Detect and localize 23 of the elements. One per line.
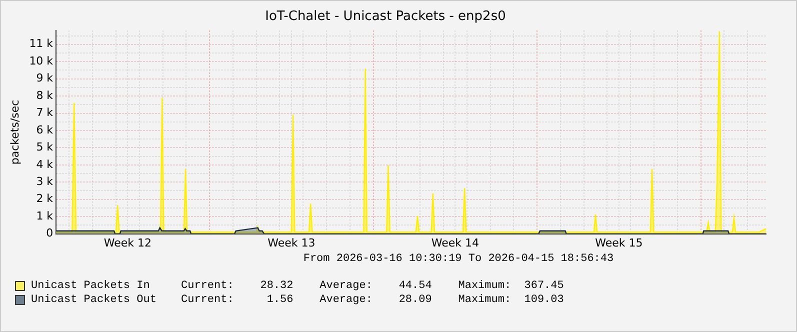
text: Current: 28.32 Average: 44.54 Maximum: 367.45 xyxy=(181,280,564,292)
x-tick-label: Week 15 xyxy=(595,236,643,250)
legend-label: Unicast Packets In xyxy=(31,280,151,292)
y-tick-label: 10 k xyxy=(29,54,54,68)
y-tick-label: 0 xyxy=(46,226,54,240)
legend-label: Unicast Packets Out xyxy=(31,294,158,306)
x-tick-label: Week 14 xyxy=(431,236,479,250)
y-tick-label: 7 k xyxy=(36,106,54,120)
y-tick-label: 8 k xyxy=(36,88,54,102)
y-tick-label: 11 k xyxy=(29,37,54,50)
text: Current: 1.56 Average: 28.09 Maximum: 109.03 xyxy=(181,294,564,306)
y-tick-label: 3 k xyxy=(36,175,54,188)
y-tick-label: 2 k xyxy=(36,192,54,206)
y-tick-label: 9 k xyxy=(36,72,54,85)
x-tick-label: Week 13 xyxy=(268,236,316,250)
chart-title: IoT-Chalet - Unicast Packets - enp2s0 xyxy=(265,9,506,24)
x-tick-label: Week 12 xyxy=(104,236,152,250)
y-tick-label: 4 k xyxy=(36,158,54,171)
y-tick-label: 6 k xyxy=(36,123,54,136)
text: From 2026-03-16 10:30:19 To 2026-04-15 18:56:43 xyxy=(302,253,615,265)
y-axis-title: packets/sec xyxy=(8,100,22,165)
y-tick-label: 1 k xyxy=(36,209,54,222)
y-tick-label: 5 k xyxy=(36,140,54,154)
